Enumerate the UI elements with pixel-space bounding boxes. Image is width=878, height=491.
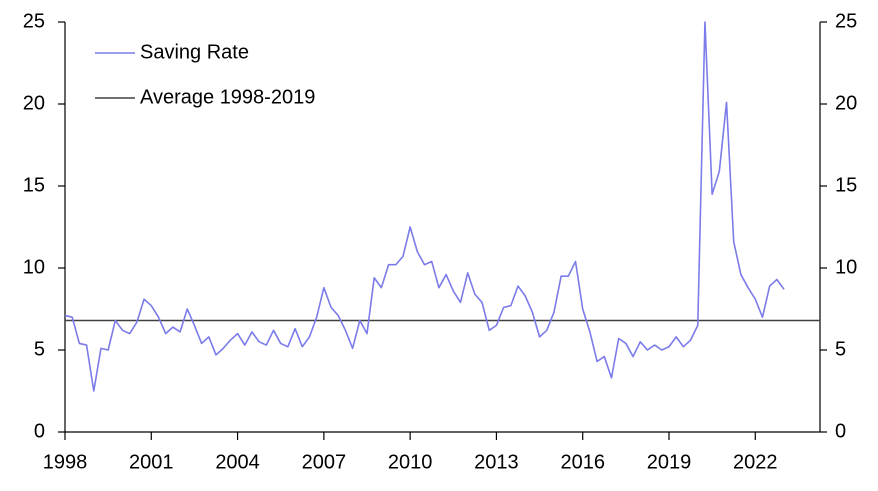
y-tick-label: 20 (23, 92, 45, 114)
y-tick-label: 10 (23, 256, 45, 278)
y-tick-label: 15 (23, 174, 45, 196)
legend-label: Average 1998-2019 (140, 86, 315, 108)
legend-label: Saving Rate (140, 41, 249, 63)
x-tick-label: 2016 (560, 451, 605, 473)
y-tick-label: 0 (34, 420, 45, 442)
x-tick-label: 2019 (647, 451, 692, 473)
y-tick-label: 5 (34, 338, 45, 360)
x-tick-label: 2001 (129, 451, 174, 473)
x-tick-label: 2010 (388, 451, 433, 473)
x-tick-label: 1998 (43, 451, 88, 473)
y2-tick-label: 25 (835, 10, 857, 32)
y2-tick-label: 15 (835, 174, 857, 196)
y2-tick-label: 10 (835, 256, 857, 278)
x-tick-label: 2007 (302, 451, 347, 473)
x-tick-label: 2013 (474, 451, 519, 473)
y2-tick-label: 5 (835, 338, 846, 360)
series-line (64, 21, 785, 392)
y2-tick-label: 20 (835, 92, 857, 114)
x-tick-label: 2022 (733, 451, 778, 473)
x-tick-label: 2004 (215, 451, 260, 473)
y-tick-label: 25 (23, 10, 45, 32)
y2-tick-label: 0 (835, 420, 846, 442)
